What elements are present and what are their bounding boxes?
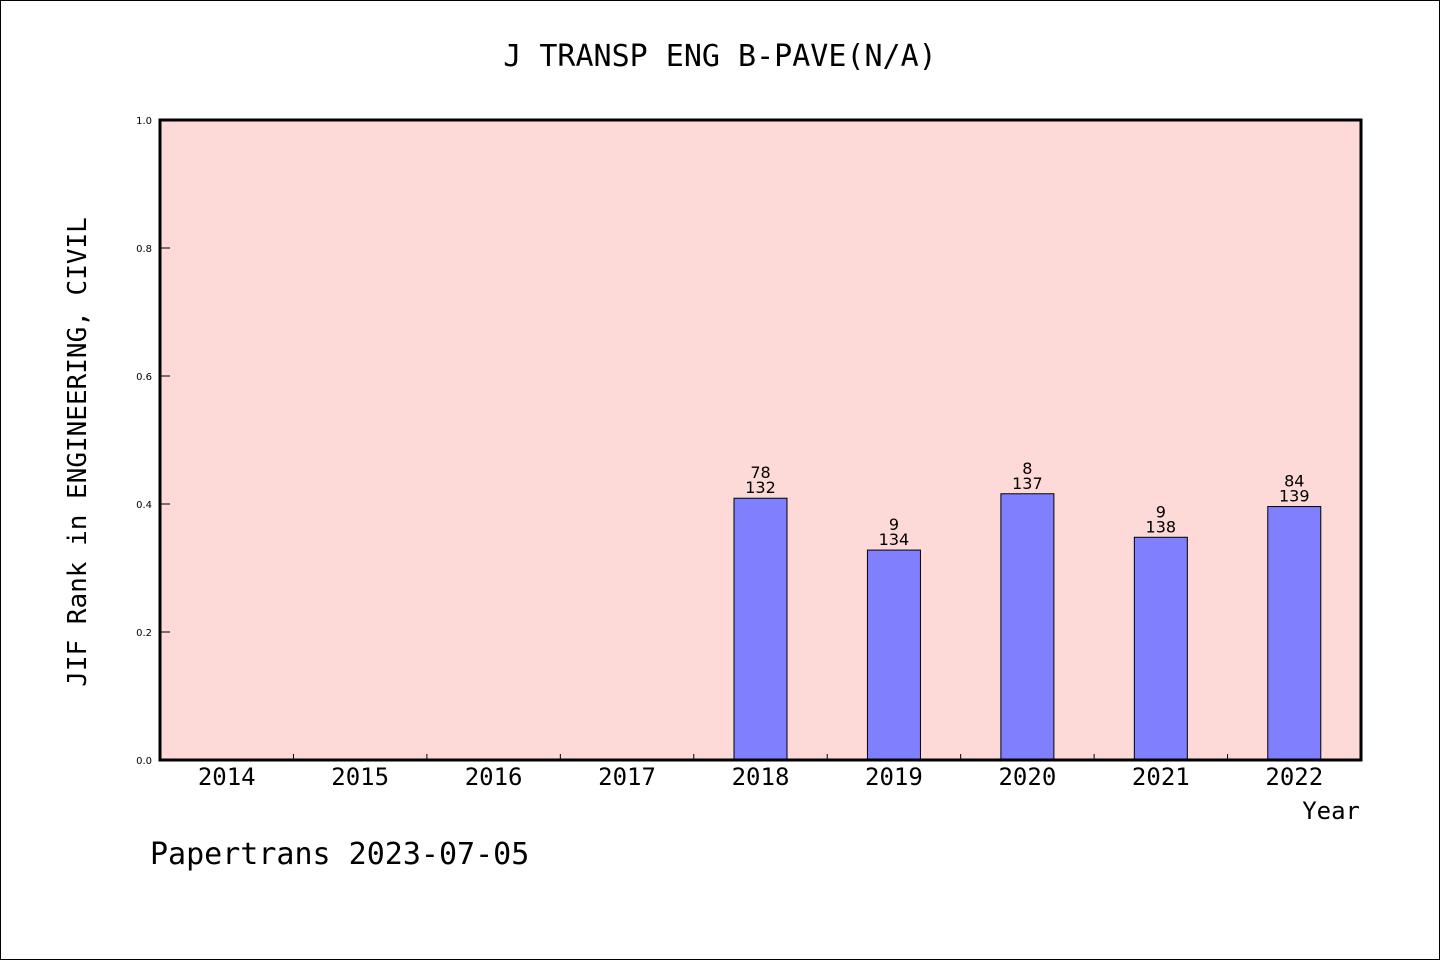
bar-2018 <box>733 497 788 761</box>
x-tick-label: 2017 <box>598 763 656 791</box>
bar-rank-label: 9 <box>1156 502 1166 521</box>
bar-rank-label: 78 <box>750 463 770 482</box>
x-axis-label: Year <box>1302 797 1360 825</box>
bar-total-label: 138 <box>1146 517 1177 536</box>
bar-total-label: 134 <box>879 530 910 549</box>
x-tick-label: 2019 <box>865 763 923 791</box>
chart-title: J TRANSP ENG B-PAVE(N/A) <box>503 39 936 74</box>
bar-rank-label: 84 <box>1284 472 1304 491</box>
x-tick-label: 2021 <box>1132 763 1190 791</box>
bar-total-label: 132 <box>745 478 776 497</box>
y-axis-label: JIF Rank in ENGINEERING, CIVIL <box>63 217 93 687</box>
y-tick-label: 0.2 <box>136 628 152 639</box>
bar-2021 <box>1133 536 1188 761</box>
x-tick-label: 2018 <box>732 763 790 791</box>
x-tick-label: 2022 <box>1265 763 1323 791</box>
x-tick-label: 2020 <box>998 763 1056 791</box>
bar-2020 <box>1000 493 1055 761</box>
bar-total-label: 137 <box>1012 474 1043 493</box>
y-tick-label: 0.6 <box>136 372 152 383</box>
x-tick-label: 2014 <box>198 763 256 791</box>
footer-credit: Papertrans 2023-07-05 <box>150 837 529 872</box>
y-tick-label: 0.8 <box>136 244 152 255</box>
bar-2022 <box>1267 506 1322 761</box>
y-tick-label: 1.0 <box>136 116 152 127</box>
bar-2019 <box>866 549 921 761</box>
bar-rank-label: 9 <box>889 515 899 534</box>
bar-rank-label: 8 <box>1022 459 1032 478</box>
y-tick-label: 0.0 <box>136 756 152 767</box>
plot-border <box>158 118 1363 762</box>
bar-total-label: 139 <box>1279 487 1310 506</box>
x-tick-label: 2016 <box>465 763 523 791</box>
x-tick-label: 2015 <box>331 763 389 791</box>
y-tick-label: 0.4 <box>136 500 152 511</box>
